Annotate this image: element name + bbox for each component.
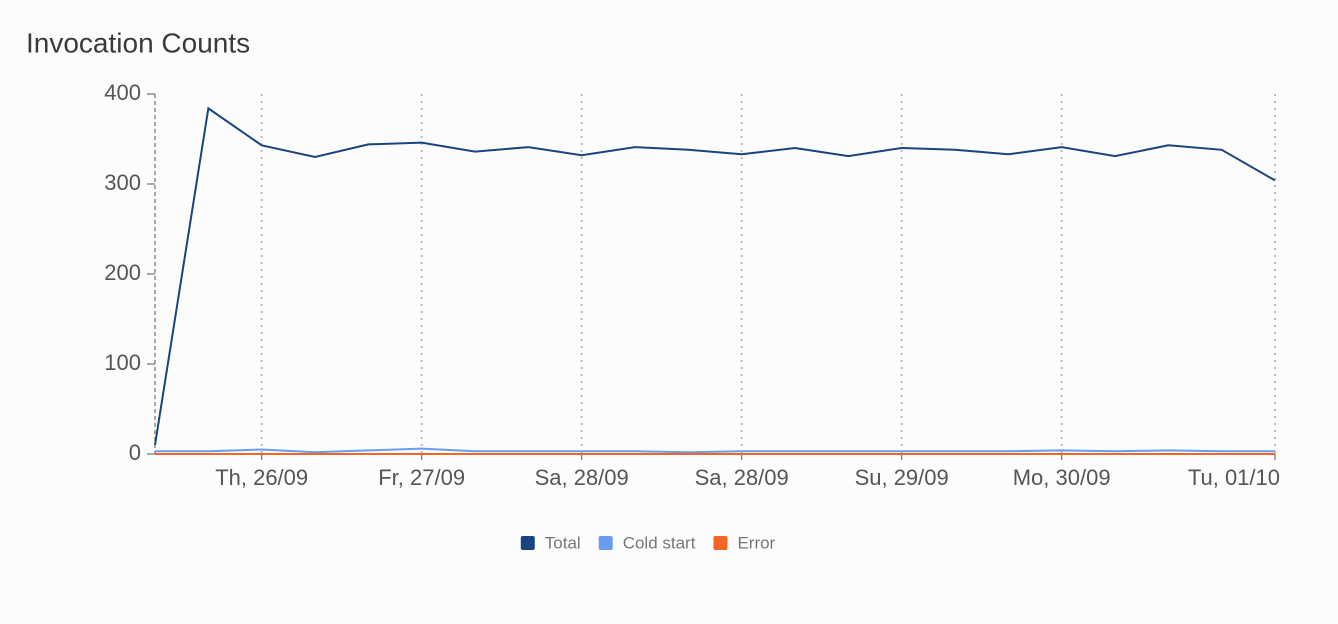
y-tick-label: 0 bbox=[129, 440, 141, 465]
legend: Total Cold start Error bbox=[520, 533, 776, 552]
y-tick-label: 100 bbox=[104, 350, 141, 375]
x-tick-label: Sa, 28/09 bbox=[535, 465, 629, 490]
series-line bbox=[155, 447, 1275, 454]
series-line bbox=[154, 106, 1276, 446]
x-tick-label: Su, 29/09 bbox=[855, 465, 949, 490]
x-tick-label: Sa, 28/09 bbox=[695, 465, 789, 490]
legend-label: Error bbox=[737, 533, 775, 552]
y-tick-label: 400 bbox=[104, 80, 141, 105]
legend-label: Total bbox=[545, 533, 581, 552]
legend-label: Cold start bbox=[623, 533, 696, 552]
legend-swatch bbox=[713, 536, 728, 550]
chart-title: Invocation Counts bbox=[26, 27, 250, 58]
legend-swatch bbox=[520, 536, 535, 550]
y-tick-label: 200 bbox=[104, 260, 141, 285]
x-tick-label: Th, 26/09 bbox=[215, 465, 308, 490]
x-tick-label: Fr, 27/09 bbox=[378, 465, 465, 490]
legend-swatch bbox=[598, 536, 613, 550]
x-tick-label: Tu, 01/10 bbox=[1188, 465, 1280, 490]
x-tick-label: Mo, 30/09 bbox=[1013, 465, 1111, 490]
y-tick-label: 300 bbox=[104, 170, 141, 195]
